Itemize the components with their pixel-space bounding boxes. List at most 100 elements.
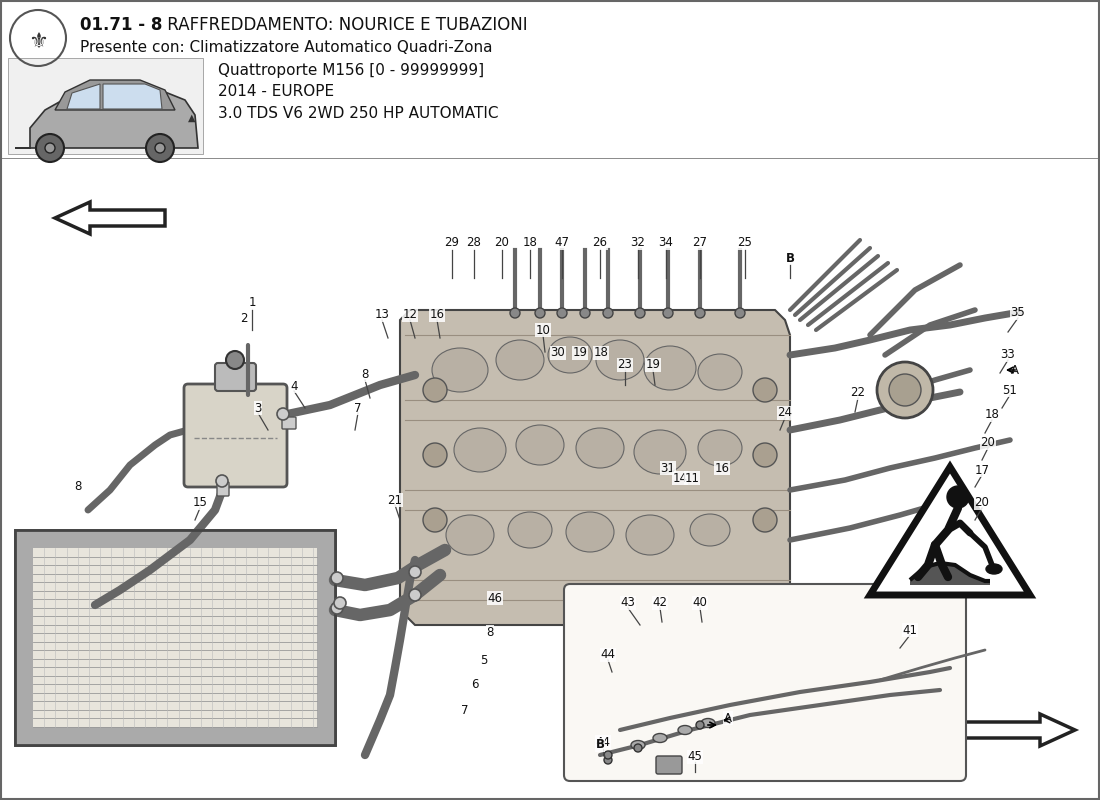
Text: 20: 20	[495, 237, 509, 250]
Circle shape	[580, 308, 590, 318]
Ellipse shape	[698, 430, 742, 466]
Circle shape	[754, 508, 777, 532]
Text: 47: 47	[554, 237, 570, 250]
Circle shape	[277, 408, 289, 420]
Text: 19: 19	[572, 346, 587, 359]
Text: 24: 24	[778, 406, 792, 419]
Circle shape	[226, 351, 244, 369]
Text: A: A	[724, 711, 732, 725]
Circle shape	[735, 308, 745, 318]
Text: 19: 19	[646, 358, 660, 371]
Text: 8: 8	[361, 369, 368, 382]
Text: 43: 43	[620, 597, 636, 610]
Polygon shape	[55, 80, 175, 110]
FancyBboxPatch shape	[8, 58, 203, 154]
Circle shape	[331, 602, 343, 614]
Text: 17: 17	[975, 463, 990, 477]
Text: 29: 29	[444, 237, 460, 250]
Circle shape	[604, 751, 612, 759]
Circle shape	[146, 134, 174, 162]
Ellipse shape	[634, 430, 686, 474]
Text: 20: 20	[980, 437, 996, 450]
Text: 18: 18	[984, 409, 1000, 422]
Circle shape	[696, 721, 704, 729]
Ellipse shape	[631, 741, 645, 750]
Ellipse shape	[496, 340, 544, 380]
FancyBboxPatch shape	[15, 530, 335, 548]
Text: 14: 14	[672, 471, 688, 485]
Text: RAFFREDDAMENTO: NOURICE E TUBAZIONI: RAFFREDDAMENTO: NOURICE E TUBAZIONI	[162, 16, 528, 34]
Text: 16: 16	[429, 309, 444, 322]
Text: 8: 8	[486, 626, 494, 638]
Circle shape	[695, 308, 705, 318]
Ellipse shape	[644, 346, 696, 390]
Text: ⚜: ⚜	[28, 32, 48, 52]
Ellipse shape	[576, 428, 624, 468]
Text: 5: 5	[481, 654, 487, 666]
Text: B: B	[785, 251, 794, 265]
Circle shape	[604, 756, 612, 764]
FancyBboxPatch shape	[217, 482, 229, 496]
Text: 35: 35	[1011, 306, 1025, 319]
Circle shape	[754, 378, 777, 402]
Circle shape	[424, 508, 447, 532]
Text: 44: 44	[595, 735, 610, 749]
Circle shape	[889, 374, 921, 406]
Text: 7: 7	[461, 703, 469, 717]
Text: B: B	[595, 738, 605, 751]
FancyBboxPatch shape	[317, 530, 336, 745]
Text: 15: 15	[192, 497, 208, 510]
FancyBboxPatch shape	[15, 727, 335, 745]
Text: 2014 - EUROPE: 2014 - EUROPE	[218, 85, 334, 99]
Circle shape	[424, 378, 447, 402]
Ellipse shape	[432, 348, 488, 392]
Ellipse shape	[454, 428, 506, 472]
Text: 30: 30	[551, 346, 565, 359]
Circle shape	[36, 134, 64, 162]
Circle shape	[947, 486, 969, 508]
Text: 18: 18	[594, 346, 608, 359]
Circle shape	[409, 566, 421, 578]
Text: 7: 7	[354, 402, 362, 414]
Ellipse shape	[698, 354, 742, 390]
Ellipse shape	[626, 515, 674, 555]
Ellipse shape	[986, 564, 1002, 574]
Text: 6: 6	[471, 678, 478, 691]
Text: 51: 51	[1002, 383, 1018, 397]
FancyBboxPatch shape	[214, 363, 256, 391]
Text: 25: 25	[738, 237, 752, 250]
Polygon shape	[15, 88, 198, 148]
Text: 34: 34	[659, 237, 673, 250]
Text: 11: 11	[684, 471, 700, 485]
Text: 44: 44	[601, 649, 616, 662]
Text: Quattroporte M156 [0 - 99999999]: Quattroporte M156 [0 - 99999999]	[218, 62, 484, 78]
Text: 46: 46	[487, 591, 503, 605]
Circle shape	[754, 443, 777, 467]
Circle shape	[334, 597, 346, 609]
Text: 33: 33	[1001, 349, 1015, 362]
Text: 10: 10	[536, 323, 550, 337]
Text: 42: 42	[652, 597, 668, 610]
Ellipse shape	[446, 515, 494, 555]
Text: 40: 40	[693, 597, 707, 610]
Text: 16: 16	[715, 462, 729, 474]
Polygon shape	[870, 467, 1030, 595]
Ellipse shape	[516, 425, 564, 465]
Circle shape	[216, 475, 228, 487]
Polygon shape	[67, 84, 100, 109]
FancyBboxPatch shape	[1, 159, 1099, 799]
Ellipse shape	[678, 726, 692, 734]
Polygon shape	[400, 310, 790, 625]
Ellipse shape	[508, 512, 552, 548]
Ellipse shape	[701, 718, 715, 727]
Ellipse shape	[596, 340, 644, 380]
Text: 3.0 TDS V6 2WD 250 HP AUTOMATIC: 3.0 TDS V6 2WD 250 HP AUTOMATIC	[218, 106, 498, 122]
Text: 28: 28	[466, 237, 482, 250]
Text: 27: 27	[693, 237, 707, 250]
Ellipse shape	[690, 514, 730, 546]
Circle shape	[424, 443, 447, 467]
Text: 22: 22	[850, 386, 866, 399]
Polygon shape	[955, 714, 1075, 746]
Circle shape	[155, 143, 165, 153]
Ellipse shape	[548, 337, 592, 373]
